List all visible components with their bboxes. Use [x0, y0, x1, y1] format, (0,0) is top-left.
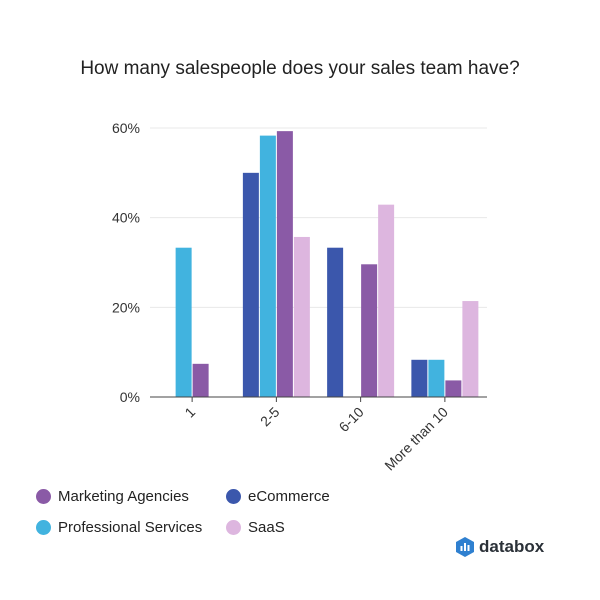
legend-label-professional-services: Professional Services [58, 519, 203, 536]
bar [327, 247, 344, 397]
y-tick-label: 60% [112, 120, 140, 136]
y-tick-label: 40% [112, 210, 140, 226]
grid-lines [150, 127, 487, 308]
bar [175, 247, 192, 397]
legend-swatch-marketing-agencies [36, 489, 51, 504]
bar [293, 236, 310, 397]
x-tick-label: 1 [181, 404, 198, 421]
bar [276, 131, 293, 397]
legend-swatch-ecommerce [226, 489, 241, 504]
legend-label-marketing-agencies: Marketing Agencies [58, 488, 189, 505]
legend-swatch-professional-services [36, 520, 51, 535]
legend-item-professional-services[interactable]: Professional Services [36, 519, 202, 536]
x-tick-label: 6-10 [336, 404, 367, 435]
x-axis-ticks: 1 2-5 6-10 More than 10 [181, 397, 451, 473]
legend-label-ecommerce: eCommerce [248, 488, 330, 505]
x-tick-label: 2-5 [257, 404, 283, 430]
chart-title: How many salespeople does your sales tea… [80, 58, 520, 79]
bar [445, 380, 462, 397]
legend-item-ecommerce[interactable]: eCommerce [226, 488, 330, 505]
bar [378, 204, 395, 397]
databox-logo-icon [456, 537, 474, 557]
databox-logo-text: databox [479, 537, 545, 556]
legend-item-marketing-agencies[interactable]: Marketing Agencies [36, 488, 189, 505]
bar [428, 359, 445, 397]
legend-item-saas[interactable]: SaaS [226, 519, 285, 536]
y-tick-label: 0% [120, 389, 140, 405]
bar [192, 363, 209, 397]
bar [259, 135, 276, 397]
databox-logo: databox [456, 537, 544, 557]
bar [411, 359, 428, 397]
bars [175, 131, 479, 397]
bar [361, 264, 378, 397]
legend-label-saas: SaaS [248, 519, 285, 536]
bar [462, 301, 479, 397]
y-tick-label: 20% [112, 299, 140, 315]
y-axis-ticks: 0% 20% 40% 60% [112, 120, 140, 405]
legend-swatch-saas [226, 520, 241, 535]
x-tick-label: More than 10 [381, 404, 451, 474]
bar [242, 172, 259, 397]
